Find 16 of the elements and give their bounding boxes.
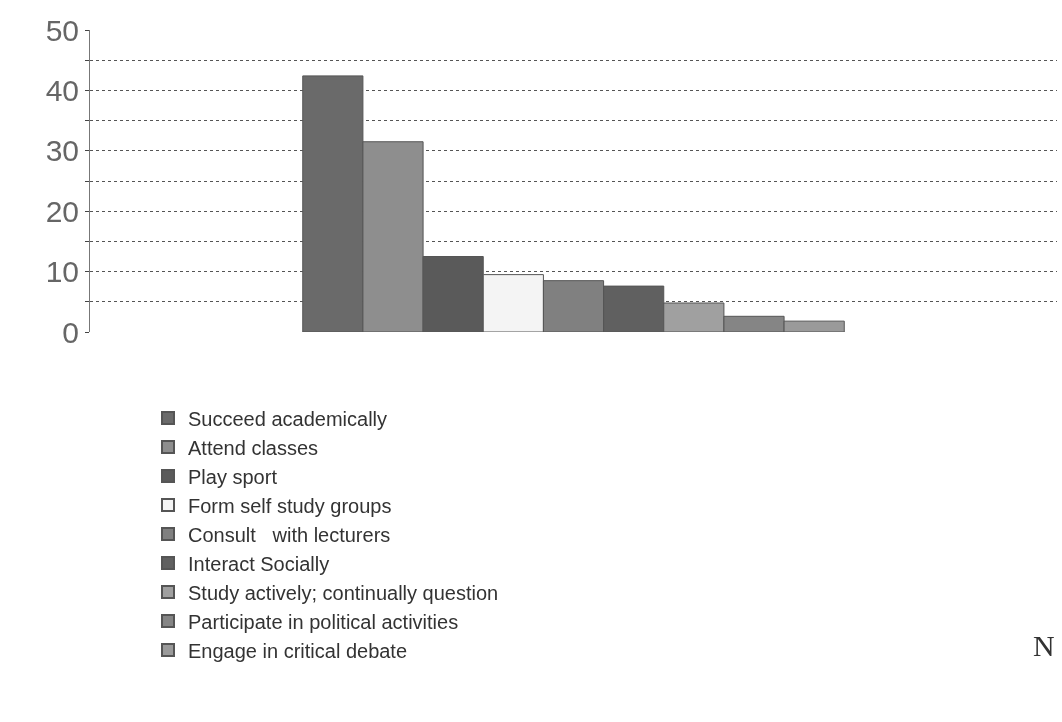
- legend-label: Succeed academically: [188, 407, 388, 430]
- legend-label: Attend classes: [188, 436, 319, 459]
- legend-label: Participate in political activities: [188, 610, 459, 633]
- legend-label: Engage in critical debate: [188, 639, 408, 662]
- y-tick-label: 10: [45, 255, 79, 289]
- y-tick-label: 0: [62, 315, 79, 349]
- legend-label: Play sport: [188, 465, 278, 488]
- legend-label: Study actively; continually question: [188, 581, 499, 604]
- legend-label: Consult with lecturers: [188, 523, 391, 546]
- legend-label: Form self study groups: [188, 494, 392, 517]
- legend-label: Interact Socially: [188, 552, 330, 575]
- y-tick-label: 40: [45, 73, 79, 107]
- y-tick-label: 50: [45, 13, 79, 47]
- text: N: [1033, 629, 1055, 662]
- y-tick-label: 30: [45, 134, 79, 168]
- y-tick-label: 20: [45, 194, 79, 228]
